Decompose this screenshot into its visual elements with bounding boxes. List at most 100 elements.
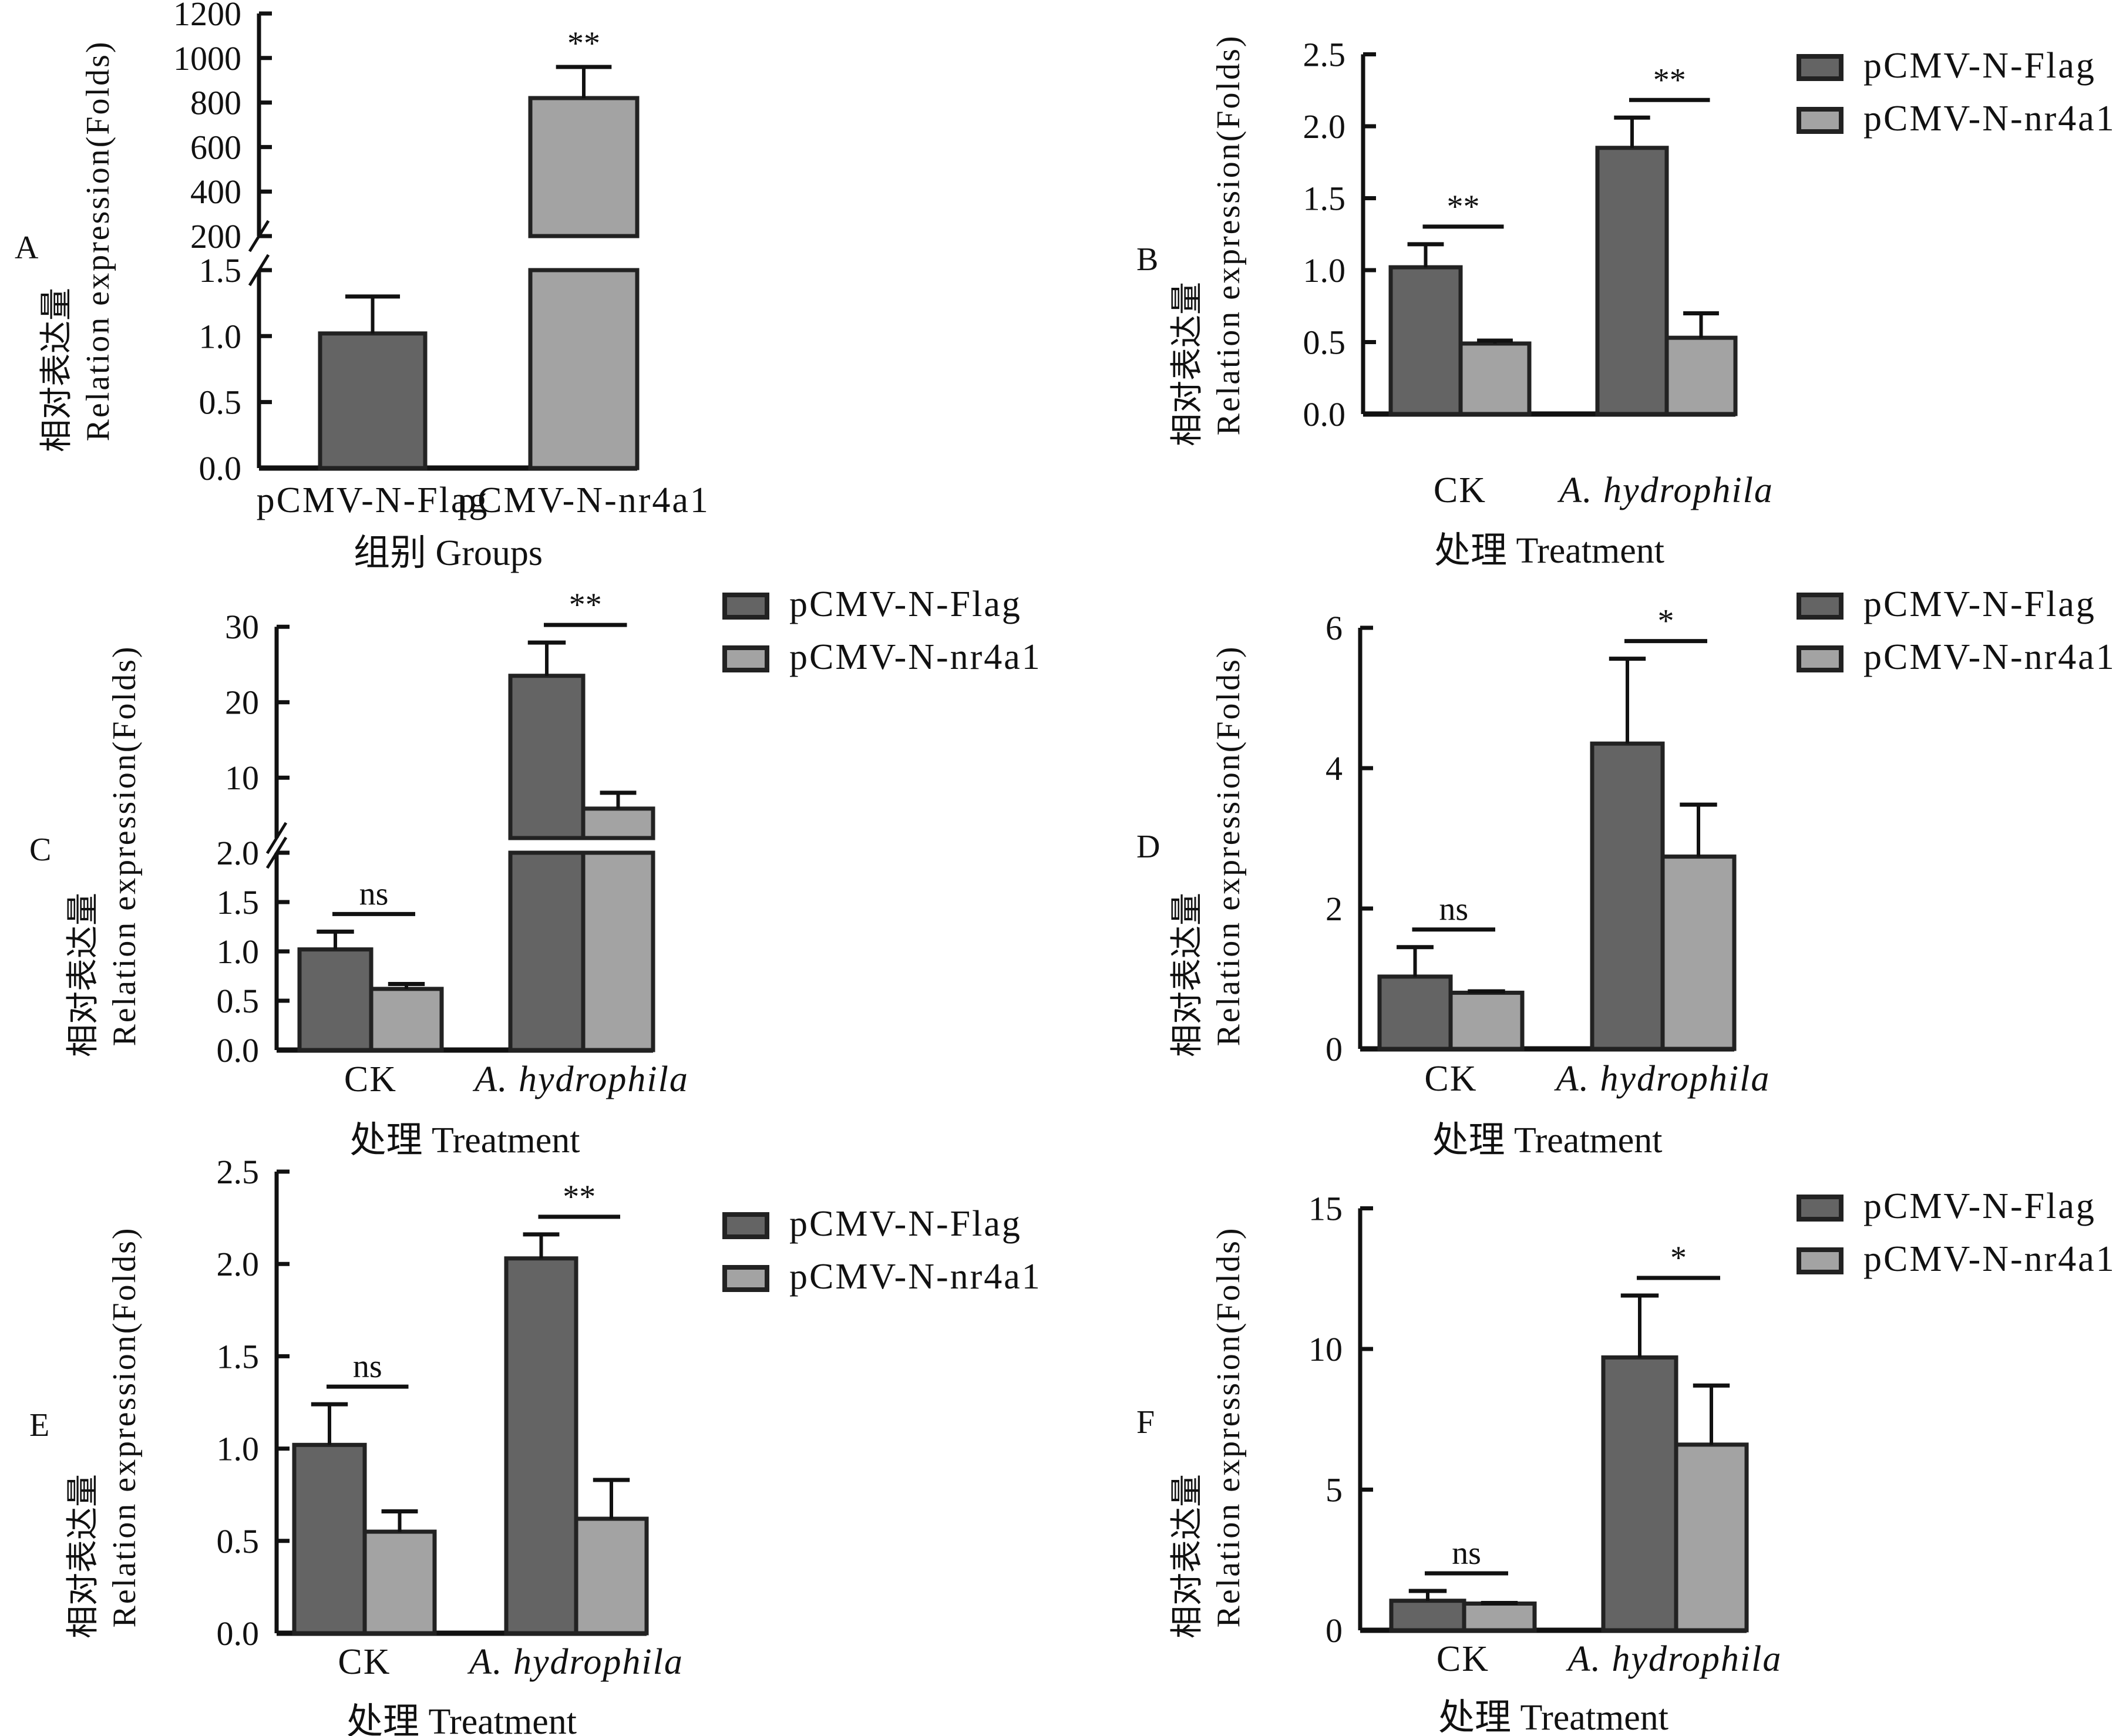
y-tick-label: 2 <box>1326 890 1343 928</box>
legend-label: pCMV-N-nr4a1 <box>1863 637 2116 677</box>
y-tick-label: 6 <box>1326 609 1343 647</box>
y-axis-label-cn: 相对表达量 <box>65 1474 102 1639</box>
y-axis-label-en: Relation expression(Folds) <box>1210 1226 1247 1627</box>
y-axis-label-cn: 相对表达量 <box>1169 282 1206 446</box>
x-axis-title: 处理 Treatment <box>1432 1121 1662 1160</box>
y-tick-label: 5 <box>1326 1471 1343 1509</box>
y-tick-label: 15 <box>1308 1190 1343 1228</box>
bar-upper <box>528 96 640 238</box>
x-axis-title: 处理 Treatment <box>347 1702 577 1736</box>
significance-label: ** <box>563 1179 596 1215</box>
y-axis-label-en: Relation expression(Folds) <box>1210 34 1247 435</box>
legend-label: pCMV-N-nr4a1 <box>789 637 1042 677</box>
y-tick-label: 2.0 <box>217 1245 260 1283</box>
bar <box>362 1529 437 1636</box>
y-tick-label: 2.0 <box>1303 107 1346 146</box>
y-tick-label: 20 <box>225 684 259 722</box>
y-tick-label: 0.0 <box>1303 395 1346 433</box>
y-tick-label: 0 <box>1326 1030 1343 1068</box>
x-tick-label: pCMV-N-Flag <box>257 480 489 520</box>
legend-swatch <box>722 1265 769 1292</box>
x-tick-label: CK <box>344 1059 397 1099</box>
y-tick-label: 1200 <box>173 0 241 33</box>
legend-label: pCMV-N-Flag <box>1863 1186 2096 1226</box>
legend-swatch <box>1797 107 1843 134</box>
panel-c: C 相对表达量 Relation expression(Folds) 0.0 0.5 1.… <box>29 584 1042 1160</box>
bar <box>292 1442 367 1636</box>
y-axis-label-cn: 相对表达量 <box>39 288 75 452</box>
legend-label: pCMV-N-Flag <box>789 584 1022 624</box>
y-axis-label-en: Relation expression(Folds) <box>80 40 116 441</box>
bar <box>1448 990 1525 1051</box>
x-tick-label: A. hydrophila <box>467 1642 684 1682</box>
bar <box>1595 146 1669 416</box>
legend-swatch <box>1797 593 1843 620</box>
y-tick-label: 1000 <box>173 39 241 78</box>
panel-f: F 相对表达量 Relation expression(Folds) 0 5 10 15 CK… <box>1136 1186 2116 1736</box>
y-tick-label: 0 <box>1326 1611 1343 1650</box>
legend-swatch <box>1797 1195 1843 1222</box>
y-axis-label-cn: 相对表达量 <box>65 893 102 1057</box>
bar <box>1377 974 1453 1051</box>
legend-label: pCMV-N-nr4a1 <box>1863 1239 2116 1279</box>
y-tick-label: 1.5 <box>217 1337 260 1375</box>
bar <box>297 947 374 1052</box>
significance-label: ns <box>1452 1535 1481 1572</box>
y-tick-label: 0.5 <box>199 383 242 422</box>
y-axis-label-cn: 相对表达量 <box>1169 1474 1206 1639</box>
y-tick-label: 1.0 <box>217 933 260 971</box>
x-tick-label: A. hydrophila <box>1554 1059 1771 1099</box>
bar-lower <box>528 268 640 470</box>
y-tick-label: 600 <box>190 128 241 166</box>
significance-label: ** <box>1653 62 1686 98</box>
y-axis-label-en: Relation expression(Folds) <box>106 645 143 1046</box>
bar <box>1601 1355 1678 1633</box>
significance-label: * <box>1658 603 1674 640</box>
legend-label: pCMV-N-Flag <box>1863 46 2096 86</box>
x-tick-label: pCMV-N-nr4a1 <box>457 480 710 520</box>
legend-swatch <box>722 1212 769 1239</box>
panel-e: E 相对表达量 Relation expression(Folds) 0.0 0.5 1.… <box>29 1153 1040 1736</box>
y-tick-label: 10 <box>225 759 259 797</box>
y-tick-label: 2.5 <box>1303 36 1346 74</box>
bar <box>1388 265 1463 416</box>
significance-label: ** <box>567 25 600 62</box>
panel-label: C <box>29 832 51 868</box>
bar-lower <box>508 850 586 1052</box>
bar <box>1462 1601 1537 1633</box>
significance-label: ns <box>359 876 389 912</box>
x-tick-label: CK <box>1434 470 1486 510</box>
legend-swatch <box>1797 645 1843 672</box>
y-tick-label: 0.0 <box>217 1031 260 1069</box>
panel-label: E <box>29 1407 49 1444</box>
x-axis-title: 处理 Treatment <box>1434 531 1664 571</box>
x-tick-label: A. hydrophila <box>1557 470 1774 510</box>
bar <box>504 1256 578 1636</box>
y-tick-label: 2.5 <box>217 1153 260 1191</box>
y-tick-label: 1.0 <box>217 1430 260 1468</box>
y-axis-label-en: Relation expression(Folds) <box>106 1226 143 1627</box>
bar <box>1674 1442 1749 1633</box>
bar <box>1389 1599 1466 1633</box>
x-axis-title: 组别 Groups <box>354 533 543 573</box>
panel-label: D <box>1136 829 1160 865</box>
x-tick-label: CK <box>1437 1639 1489 1679</box>
x-tick-label: A. hydrophila <box>472 1059 689 1099</box>
legend-label: pCMV-N-Flag <box>1863 584 2096 624</box>
bar-upper <box>508 674 586 840</box>
significance-label: ns <box>353 1348 382 1385</box>
x-tick-label: CK <box>338 1642 391 1682</box>
legend-swatch <box>1797 1247 1843 1274</box>
panel-label: A <box>15 230 39 266</box>
bar <box>1664 335 1738 416</box>
y-tick-label: 0.0 <box>199 449 242 487</box>
y-tick-label: 4 <box>1326 749 1343 788</box>
y-tick-label: 1.0 <box>199 317 242 355</box>
bar <box>1660 854 1737 1051</box>
y-tick-label: 0.5 <box>217 982 260 1020</box>
significance-label: ns <box>1439 891 1468 928</box>
y-tick-label: 2.0 <box>217 834 260 872</box>
y-tick-label: 0.5 <box>1303 324 1346 362</box>
